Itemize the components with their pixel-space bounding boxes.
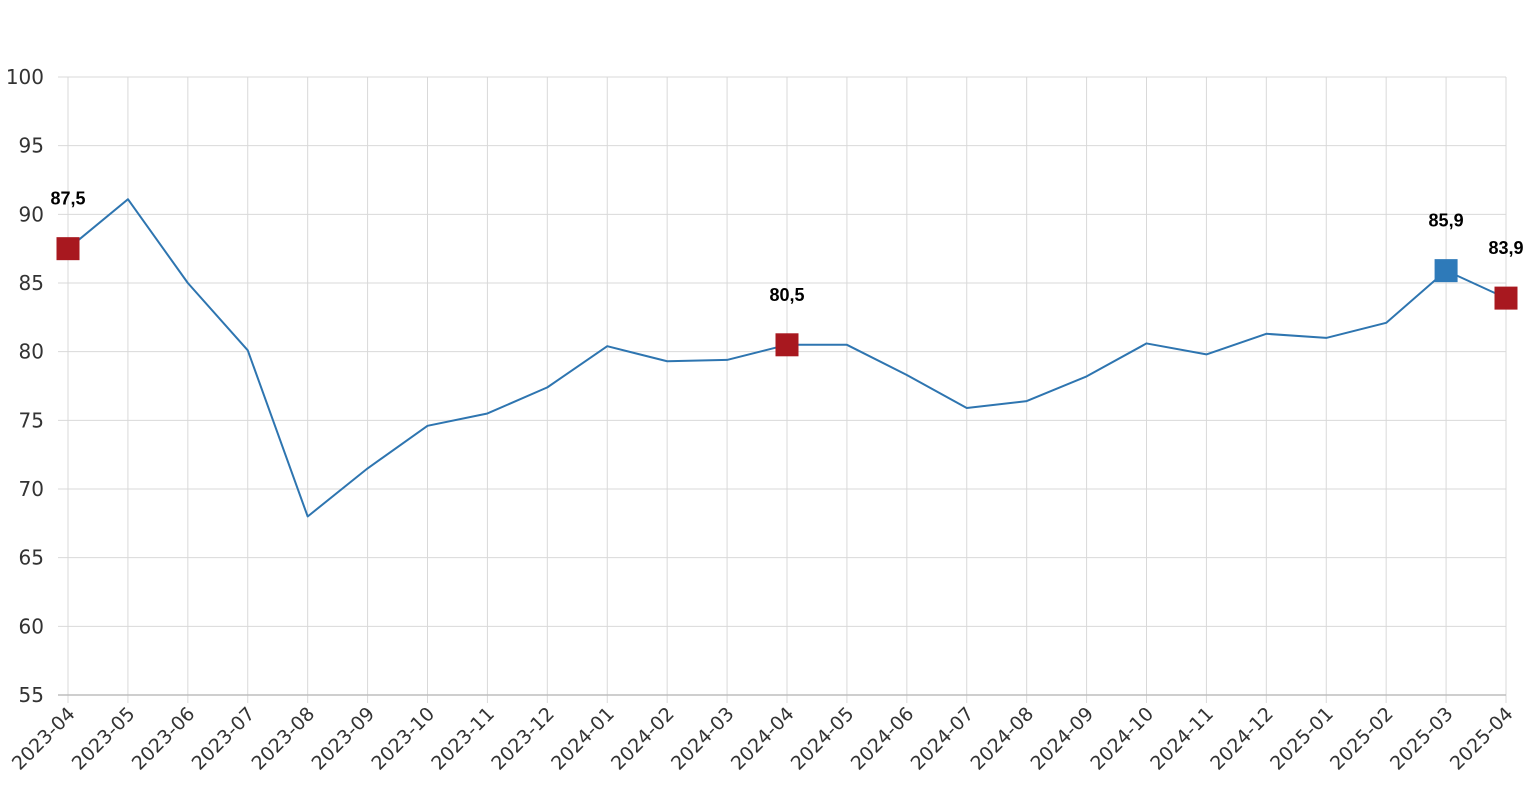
data-label: 80,5 [769,285,804,305]
x-tick-label: 2024-04 [727,703,799,775]
x-tick-label: 2023-06 [128,703,200,775]
x-axis: 2023-042023-052023-062023-072023-082023-… [8,694,1518,775]
x-tick-label: 2023-08 [248,703,320,775]
y-tick-label: 65 [19,546,44,570]
highlight-marker [1434,259,1458,283]
y-tick-label: 55 [19,683,44,707]
x-tick-label: 2024-12 [1206,703,1278,775]
grid [58,76,1507,703]
x-tick-label: 2025-02 [1326,703,1398,775]
y-tick-label: 60 [19,614,44,638]
x-tick-label: 2024-05 [787,703,859,775]
y-tick-label: 95 [19,134,44,158]
y-tick-label: 100 [6,65,44,89]
x-tick-label: 2024-03 [667,703,739,775]
x-tick-label: 2023-05 [68,703,140,775]
y-tick-label: 75 [19,408,44,432]
x-tick-label: 2025-03 [1386,703,1458,775]
x-tick-label: 2024-01 [547,703,619,775]
x-tick-label: 2023-09 [307,703,379,775]
x-tick-label: 2025-04 [1446,703,1518,775]
x-tick-label: 2023-10 [367,703,439,775]
x-tick-label: 2023-04 [8,703,80,775]
data-label: 83,9 [1488,238,1523,258]
x-tick-label: 2024-11 [1146,703,1218,775]
x-tick-label: 2024-08 [967,703,1039,775]
y-axis: 55 60 65 70 75 80 85 90 95 100 [6,65,44,707]
x-tick-label: 2025-01 [1266,703,1338,775]
highlight-markers [56,237,1518,357]
x-tick-label: 2023-07 [188,703,260,775]
highlight-marker [56,237,80,261]
x-tick-label: 2024-02 [607,703,679,775]
y-tick-label: 70 [19,477,44,501]
x-tick-label: 2024-09 [1026,703,1098,775]
x-tick-label: 2023-11 [427,703,499,775]
y-tick-label: 90 [19,202,44,226]
data-label: 85,9 [1429,211,1464,231]
data-label: 87,5 [50,189,85,209]
highlight-marker [775,333,799,357]
data-labels: 87,5 80,5 85,9 83,9 [50,189,1523,305]
x-tick-label: 2024-10 [1086,703,1158,775]
x-tick-label: 2024-06 [847,703,919,775]
x-tick-label: 2023-12 [487,703,559,775]
highlight-marker [1494,286,1518,310]
y-tick-label: 80 [19,340,44,364]
x-tick-label: 2024-07 [907,703,979,775]
y-tick-label: 85 [19,271,44,295]
